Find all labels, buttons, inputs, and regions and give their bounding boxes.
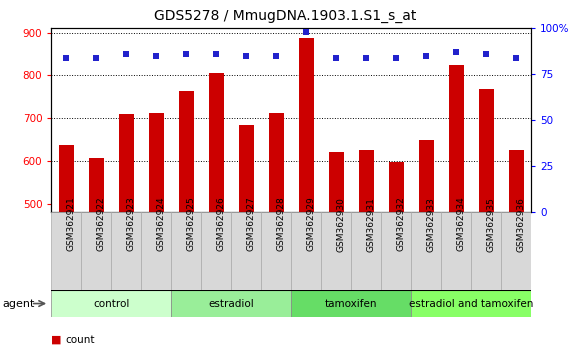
- Text: GSM362923: GSM362923: [126, 197, 135, 251]
- Bar: [119, 114, 134, 354]
- Bar: [291, 212, 321, 290]
- Text: agent: agent: [3, 298, 35, 309]
- Text: control: control: [93, 298, 130, 309]
- Bar: [359, 150, 373, 354]
- Bar: [411, 290, 531, 317]
- Bar: [441, 212, 471, 290]
- Bar: [51, 212, 82, 290]
- Text: GSM362928: GSM362928: [276, 197, 286, 251]
- Text: GSM362921: GSM362921: [66, 197, 75, 251]
- Text: estradiol: estradiol: [208, 298, 254, 309]
- Bar: [59, 145, 74, 354]
- Bar: [81, 212, 111, 290]
- Bar: [351, 212, 381, 290]
- Text: GSM362931: GSM362931: [366, 196, 375, 252]
- Text: GSM362926: GSM362926: [216, 197, 226, 251]
- Bar: [509, 150, 524, 354]
- Text: count: count: [66, 335, 95, 345]
- Bar: [231, 212, 262, 290]
- Text: GSM362935: GSM362935: [486, 196, 495, 252]
- Bar: [329, 152, 344, 354]
- Bar: [142, 212, 171, 290]
- Bar: [299, 38, 313, 354]
- Bar: [89, 158, 104, 354]
- Bar: [381, 212, 411, 290]
- Text: tamoxifen: tamoxifen: [325, 298, 377, 309]
- Text: GDS5278 / MmugDNA.1903.1.S1_s_at: GDS5278 / MmugDNA.1903.1.S1_s_at: [154, 9, 417, 23]
- Bar: [389, 162, 404, 354]
- Text: GSM362922: GSM362922: [96, 197, 106, 251]
- Text: GSM362934: GSM362934: [456, 197, 465, 251]
- Text: GSM362930: GSM362930: [336, 196, 345, 252]
- Bar: [171, 290, 291, 317]
- Bar: [291, 290, 411, 317]
- Text: GSM362925: GSM362925: [186, 197, 195, 251]
- Bar: [179, 91, 194, 354]
- Bar: [411, 212, 441, 290]
- Bar: [51, 290, 171, 317]
- Text: ■: ■: [51, 335, 62, 345]
- Text: GSM362932: GSM362932: [396, 197, 405, 251]
- Bar: [111, 212, 142, 290]
- Bar: [269, 113, 284, 354]
- Bar: [202, 212, 231, 290]
- Text: GSM362929: GSM362929: [306, 197, 315, 251]
- Bar: [149, 113, 164, 354]
- Text: GSM362924: GSM362924: [156, 197, 166, 251]
- Text: GSM362927: GSM362927: [246, 197, 255, 251]
- Text: GSM362936: GSM362936: [516, 196, 525, 252]
- Bar: [471, 212, 501, 290]
- Bar: [419, 141, 433, 354]
- Bar: [501, 212, 531, 290]
- Bar: [478, 89, 493, 354]
- Bar: [209, 73, 224, 354]
- Bar: [171, 212, 202, 290]
- Bar: [321, 212, 351, 290]
- Bar: [261, 212, 291, 290]
- Bar: [239, 126, 254, 354]
- Text: GSM362933: GSM362933: [426, 196, 435, 252]
- Text: estradiol and tamoxifen: estradiol and tamoxifen: [409, 298, 533, 309]
- Bar: [449, 65, 464, 354]
